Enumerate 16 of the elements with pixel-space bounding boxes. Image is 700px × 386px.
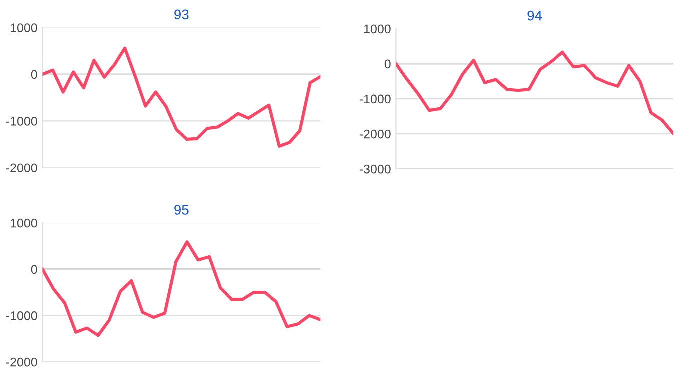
y-tick-label: 1000	[364, 24, 391, 34]
chart-title: 95	[174, 205, 189, 215]
y-tick-label: 0	[31, 265, 38, 274]
y-tick-label: 1000	[10, 24, 38, 32]
y-tick-label: -1000	[6, 312, 38, 320]
y-tick-label: -3000	[360, 164, 391, 174]
chart-title: 93	[174, 10, 189, 20]
y-tick-label: 0	[31, 70, 38, 80]
chart-title: 94	[528, 10, 542, 21]
y-tick-label: -1000	[6, 117, 38, 126]
y-tick-label: 0	[384, 60, 391, 69]
y-tick-label: -2000	[360, 130, 391, 139]
y-tick-label: -1000	[360, 94, 391, 104]
y-tick-label: -2000	[6, 164, 38, 173]
y-tick-label: 1000	[10, 218, 38, 228]
y-tick-label: -2000	[6, 358, 38, 367]
